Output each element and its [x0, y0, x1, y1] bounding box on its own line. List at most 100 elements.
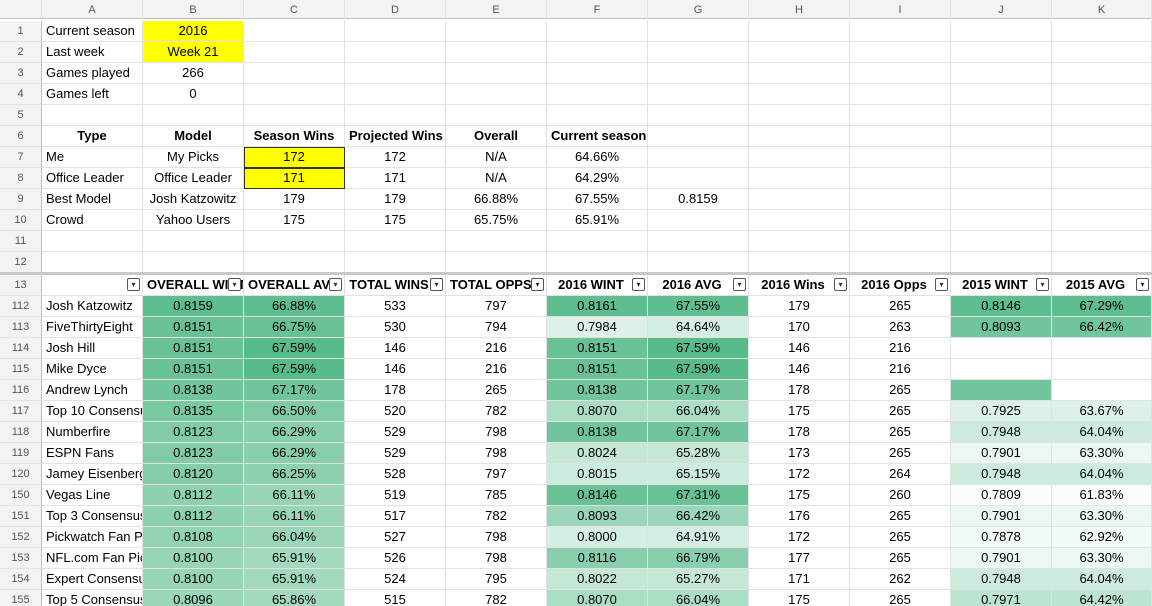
empty-cell[interactable]: [1052, 21, 1152, 42]
metric-cell[interactable]: [951, 380, 1052, 401]
table-header-cell[interactable]: 2015 WINT ▾: [951, 275, 1052, 296]
empty-cell[interactable]: [951, 21, 1052, 42]
table-header-cell[interactable]: TOTAL OPPS ▾: [446, 275, 547, 296]
table-header-cell[interactable]: 2015 AVG ▾: [1052, 275, 1152, 296]
metric-cell[interactable]: 0.8015: [547, 464, 648, 485]
metric-cell[interactable]: 172: [749, 527, 850, 548]
filter-dropdown-icon[interactable]: ▾: [228, 278, 241, 291]
empty-cell[interactable]: [749, 210, 850, 231]
row-header[interactable]: 153: [0, 548, 42, 569]
metric-cell[interactable]: 0.8146: [547, 485, 648, 506]
metric-cell[interactable]: 146: [749, 338, 850, 359]
empty-cell[interactable]: [143, 252, 244, 273]
metric-cell[interactable]: 63.30%: [1052, 548, 1152, 569]
summary-header-cell[interactable]: Overall: [446, 126, 547, 147]
empty-cell[interactable]: [951, 105, 1052, 126]
filter-dropdown-icon[interactable]: ▾: [1036, 278, 1049, 291]
empty-cell[interactable]: [1052, 147, 1152, 168]
empty-cell[interactable]: [951, 126, 1052, 147]
column-header-e[interactable]: E: [446, 0, 547, 19]
empty-cell[interactable]: [345, 105, 446, 126]
column-header-i[interactable]: I: [850, 0, 951, 19]
empty-cell[interactable]: [648, 21, 749, 42]
summary-type-cell[interactable]: Crowd: [42, 210, 143, 231]
summary-type-cell[interactable]: Me: [42, 147, 143, 168]
metric-cell[interactable]: 0.8024: [547, 443, 648, 464]
empty-cell[interactable]: [1052, 63, 1152, 84]
empty-cell[interactable]: [1052, 42, 1152, 63]
column-header-a[interactable]: A: [42, 0, 143, 19]
metric-cell[interactable]: 0.8151: [547, 359, 648, 380]
empty-cell[interactable]: [345, 84, 446, 105]
summary-value-cell[interactable]: [648, 210, 749, 231]
empty-cell[interactable]: [547, 42, 648, 63]
summary-value-cell[interactable]: 67.55%: [547, 189, 648, 210]
empty-cell[interactable]: [951, 210, 1052, 231]
empty-cell[interactable]: [850, 63, 951, 84]
empty-cell[interactable]: [850, 189, 951, 210]
empty-cell[interactable]: [244, 63, 345, 84]
empty-cell[interactable]: [143, 105, 244, 126]
empty-cell[interactable]: [1052, 105, 1152, 126]
row-header[interactable]: 114: [0, 338, 42, 359]
summary-value-cell[interactable]: 65.75%: [446, 210, 547, 231]
empty-cell[interactable]: [850, 42, 951, 63]
metric-cell[interactable]: 0.8116: [547, 548, 648, 569]
column-header-g[interactable]: G: [648, 0, 749, 19]
info-value-cell[interactable]: 0: [143, 84, 244, 105]
metric-cell[interactable]: 0.8096: [143, 590, 244, 606]
metric-cell[interactable]: 66.11%: [244, 506, 345, 527]
info-label-cell[interactable]: Games left: [42, 84, 143, 105]
metric-cell[interactable]: 0.7948: [951, 464, 1052, 485]
summary-value-cell[interactable]: 179: [244, 189, 345, 210]
empty-cell[interactable]: [345, 252, 446, 273]
table-header-cell[interactable]: OVERALL WINT ▾: [143, 275, 244, 296]
empty-cell[interactable]: [244, 21, 345, 42]
empty-cell[interactable]: [1052, 168, 1152, 189]
metric-cell[interactable]: 64.04%: [1052, 569, 1152, 590]
empty-cell[interactable]: [345, 63, 446, 84]
metric-cell[interactable]: 528: [345, 464, 446, 485]
metric-cell[interactable]: 0.7948: [951, 569, 1052, 590]
summary-value-cell[interactable]: N/A: [446, 147, 547, 168]
metric-cell[interactable]: 66.04%: [648, 590, 749, 606]
empty-cell[interactable]: [850, 84, 951, 105]
empty-cell[interactable]: [951, 63, 1052, 84]
metric-cell[interactable]: 66.50%: [244, 401, 345, 422]
metric-cell[interactable]: 0.8151: [143, 359, 244, 380]
metric-cell[interactable]: 171: [749, 569, 850, 590]
row-header[interactable]: 9: [0, 189, 42, 210]
metric-cell[interactable]: 65.86%: [244, 590, 345, 606]
empty-cell[interactable]: [749, 231, 850, 252]
empty-cell[interactable]: [1052, 84, 1152, 105]
metric-cell[interactable]: 66.25%: [244, 464, 345, 485]
metric-cell[interactable]: 216: [446, 338, 547, 359]
metric-cell[interactable]: 0.8100: [143, 548, 244, 569]
empty-cell[interactable]: [1052, 189, 1152, 210]
row-header[interactable]: 11: [0, 231, 42, 252]
metric-cell[interactable]: 0.8100: [143, 569, 244, 590]
metric-cell[interactable]: 262: [850, 569, 951, 590]
metric-cell[interactable]: 798: [446, 548, 547, 569]
empty-cell[interactable]: [1052, 252, 1152, 273]
empty-cell[interactable]: [547, 21, 648, 42]
metric-cell[interactable]: 515: [345, 590, 446, 606]
metric-cell[interactable]: 530: [345, 317, 446, 338]
summary-value-cell[interactable]: 171: [345, 168, 446, 189]
frozen-pane-divider[interactable]: [0, 272, 1152, 275]
empty-cell[interactable]: [446, 105, 547, 126]
model-name-cell[interactable]: Top 3 Consensus: [42, 506, 143, 527]
model-name-cell[interactable]: Josh Hill: [42, 338, 143, 359]
metric-cell[interactable]: 65.91%: [244, 569, 345, 590]
metric-cell[interactable]: 177: [749, 548, 850, 569]
summary-header-cell[interactable]: Model: [143, 126, 244, 147]
summary-value-cell[interactable]: 0.8159: [648, 189, 749, 210]
metric-cell[interactable]: 63.30%: [1052, 443, 1152, 464]
metric-cell[interactable]: 175: [749, 485, 850, 506]
metric-cell[interactable]: 146: [345, 359, 446, 380]
metric-cell[interactable]: 176: [749, 506, 850, 527]
metric-cell[interactable]: 216: [850, 359, 951, 380]
empty-cell[interactable]: [749, 105, 850, 126]
summary-value-cell[interactable]: 171: [244, 168, 345, 189]
metric-cell[interactable]: 265: [850, 443, 951, 464]
